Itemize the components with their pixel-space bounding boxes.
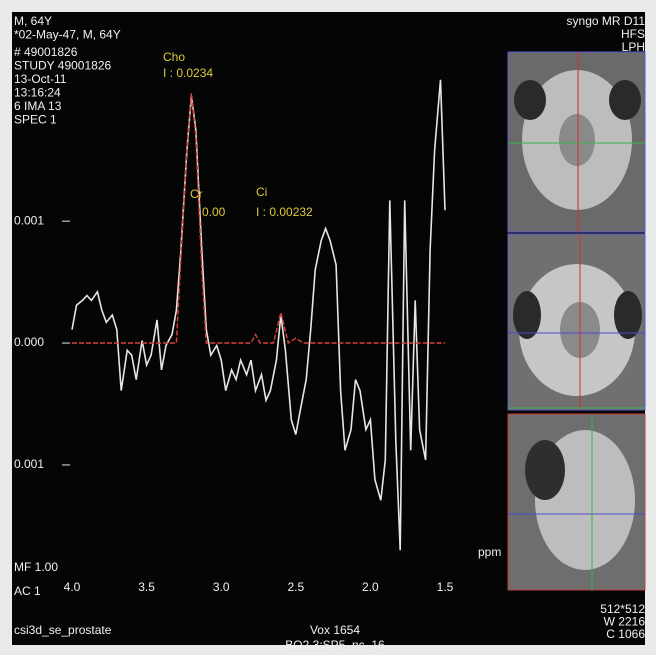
x-tick-label: 3.0 [213,580,230,594]
anatomy [609,80,641,120]
overlay-text: syngo MR D11 [567,14,646,28]
overlay-text: M, 64Y [14,14,52,28]
overlay-text: C 1066 [606,627,645,641]
overlay-text: LPH [622,40,645,54]
x-tick-label: 2.0 [362,580,379,594]
peak-integral: 0.00 [202,205,226,219]
overlay-text: HFS [621,27,645,41]
overlay-text: 6 IMA 13 [14,99,62,113]
anatomy [513,291,541,339]
mri-thumbnails [508,52,645,590]
peak-name: Cr [190,187,203,201]
y-tick-label: 0.001 [14,213,44,227]
anatomy [614,291,642,339]
y-tick-label: 0.001 [14,457,44,471]
x-axis-label: ppm [478,545,501,559]
x-tick-label: 3.5 [138,580,155,594]
peak-name: Ci [256,185,267,199]
y-tick-label: 0.000 [14,335,44,349]
overlay-text: SPEC 1 [14,113,57,127]
overlay-text: 13-Oct-11 [14,72,67,86]
page: ppm M, 64Y*02-May-47, M, 64Y # 49001826ST… [0,0,656,655]
peak-integral: I : 0.00232 [256,205,313,219]
overlay-text: 13:16:24 [14,86,61,100]
overlay-text: Vox 1654 [310,623,360,637]
peak-integral: I : 0.0234 [163,66,213,80]
overlay-text: *02-May-47, M, 64Y [14,28,121,42]
x-tick-label: 1.5 [437,580,454,594]
anatomy [514,80,546,120]
overlay-text: # 49001826 [14,45,78,59]
anatomy [559,114,595,166]
overlay-text: AC 1 [14,584,41,598]
anatomy [525,440,565,500]
x-tick-label: 2.5 [287,580,304,594]
x-tick-label: 4.0 [64,580,81,594]
overlay-text: STUDY 49001826 [14,59,112,73]
peak-name: Cho [163,50,185,64]
overlay-text: BO2.3:SP5_nc_16 [285,638,385,652]
overlay-text: MF 1.00 [14,560,58,574]
screen: ppm M, 64Y*02-May-47, M, 64Y # 49001826ST… [0,0,656,655]
overlay-text: csi3d_se_prostate [14,623,112,637]
